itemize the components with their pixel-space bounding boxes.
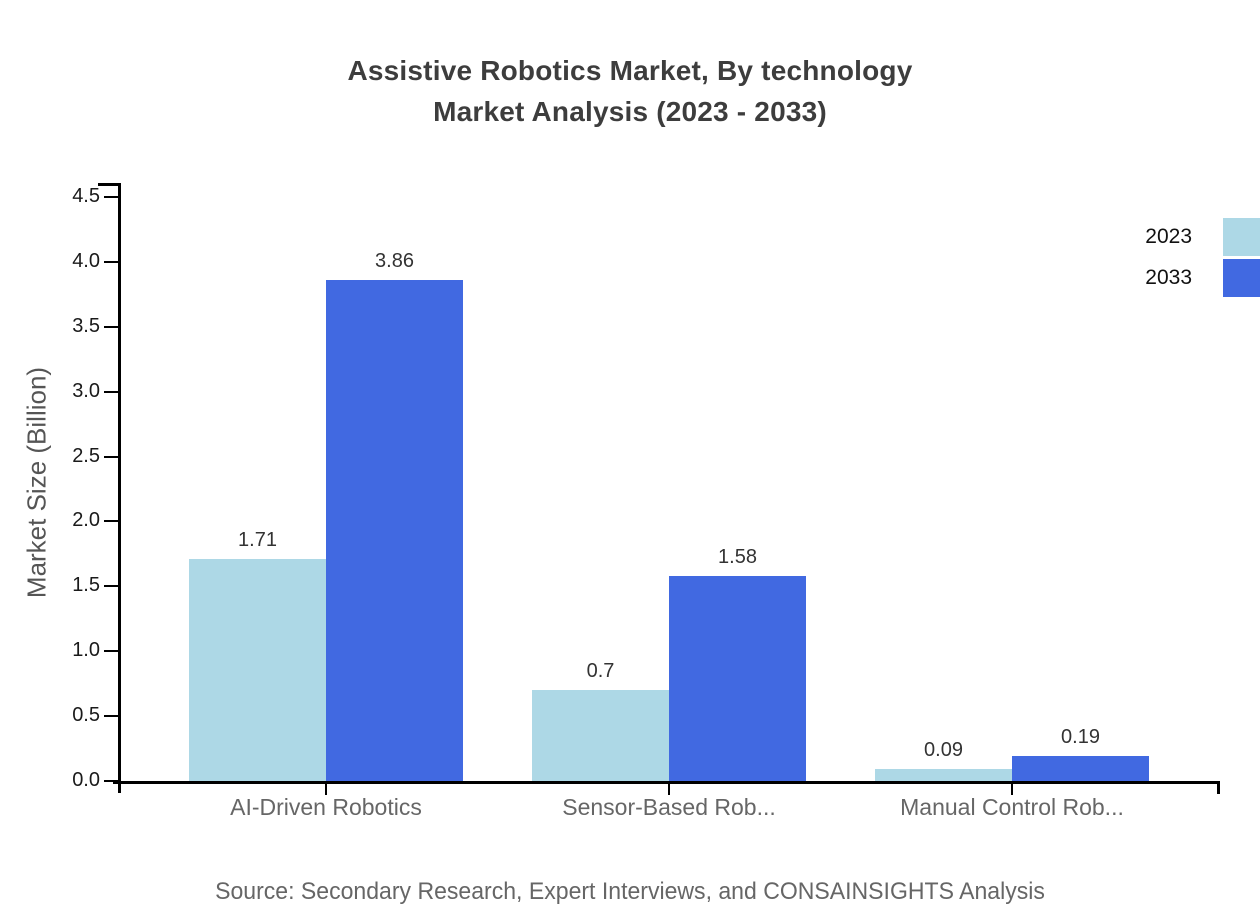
legend-label: 2023 bbox=[1145, 225, 1192, 248]
y-tick-label: 4.0 bbox=[72, 249, 100, 272]
legend-swatch bbox=[1223, 259, 1260, 297]
x-tick bbox=[1011, 784, 1013, 795]
y-tick-label: 2.5 bbox=[72, 444, 100, 467]
y-tick-label: 1.0 bbox=[72, 639, 100, 662]
y-axis-top-cap bbox=[98, 183, 121, 186]
value-label: 0.7 bbox=[586, 660, 615, 683]
bar-2033-1 bbox=[326, 280, 463, 781]
y-tick bbox=[104, 650, 118, 653]
y-tick bbox=[104, 325, 118, 328]
y-tick bbox=[104, 260, 118, 263]
y-tick bbox=[104, 780, 118, 782]
x-axis-right-cap bbox=[1217, 781, 1220, 794]
bar-2023-1 bbox=[189, 559, 326, 781]
bar-2023-3 bbox=[875, 769, 1012, 781]
y-tick-label: 3.0 bbox=[72, 379, 100, 402]
value-label: 0.09 bbox=[924, 739, 963, 762]
y-tick bbox=[104, 585, 118, 588]
value-label: 1.58 bbox=[718, 545, 757, 568]
chart-title-block: Assistive Robotics Market, By technology… bbox=[0, 50, 1260, 132]
y-tick-label: 1.5 bbox=[72, 574, 100, 597]
bar-2023-2 bbox=[532, 690, 669, 781]
value-label: 3.86 bbox=[375, 250, 414, 273]
x-tick bbox=[325, 784, 327, 795]
y-tick-label: 2.0 bbox=[72, 509, 100, 532]
y-tick bbox=[104, 390, 118, 393]
category-label: Manual Control Rob... bbox=[900, 794, 1124, 820]
x-tick bbox=[668, 784, 670, 795]
y-tick-label: 4.5 bbox=[72, 185, 100, 207]
chart-title: Assistive Robotics Market, By technology bbox=[347, 55, 913, 86]
y-tick bbox=[104, 520, 118, 523]
y-tick-label: 3.5 bbox=[72, 314, 100, 337]
bar-2033-2 bbox=[669, 575, 806, 781]
source-note: Source: Secondary Research, Expert Inter… bbox=[215, 878, 1045, 905]
y-tick bbox=[104, 455, 118, 458]
y-axis-line bbox=[118, 183, 121, 793]
chart-subtitle: Market Analysis (2023 - 2033) bbox=[433, 96, 827, 127]
y-tick-label: 0.5 bbox=[72, 704, 100, 727]
y-tick-label: 0.0 bbox=[72, 769, 100, 791]
legend-swatch bbox=[1223, 218, 1260, 256]
legend-item-2033: 2033 bbox=[1145, 259, 1260, 297]
y-tick bbox=[104, 196, 118, 198]
value-label: 1.71 bbox=[238, 529, 277, 552]
legend: 2023 2033 bbox=[1145, 218, 1260, 300]
legend-label: 2033 bbox=[1145, 266, 1192, 289]
category-label: AI-Driven Robotics bbox=[230, 794, 422, 820]
x-axis-line bbox=[113, 781, 1220, 784]
bar-2033-3 bbox=[1012, 756, 1149, 781]
value-label: 0.19 bbox=[1061, 726, 1100, 749]
category-label: Sensor-Based Rob... bbox=[562, 794, 776, 820]
legend-item-2023: 2023 bbox=[1145, 218, 1260, 256]
y-tick bbox=[104, 715, 118, 718]
